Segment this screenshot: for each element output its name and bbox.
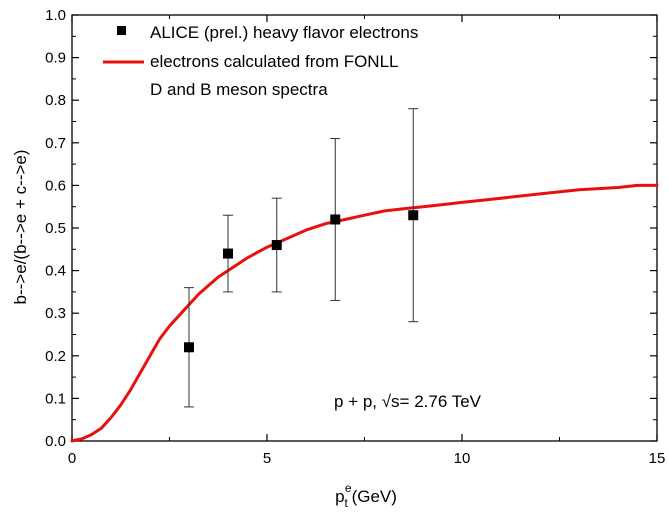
x-axis-label-sup: e [345, 481, 352, 495]
y-axis-label: b-->e/(b-->e + c-->e) [11, 150, 30, 305]
y-tick-label: 0.4 [45, 263, 66, 280]
y-tick-label: 0.9 [45, 50, 66, 67]
x-tick-label: 15 [649, 450, 666, 467]
data-point [271, 240, 282, 251]
energy-annotation: p + p, √s= 2.76 TeV [334, 392, 482, 411]
legend-label-alice: ALICE (prel.) heavy flavor electrons [150, 23, 418, 42]
data-point [184, 342, 194, 353]
fonll-curve [70, 183, 659, 443]
x-tick-label: 0 [68, 450, 76, 467]
y-tick-label: 0.5 [45, 220, 66, 237]
data-point [330, 214, 341, 225]
y-tick-label: 0.3 [45, 305, 66, 322]
legend-marker-square [117, 26, 126, 35]
y-tick-label: 0.2 [45, 348, 66, 365]
x-tick-label: 10 [454, 450, 471, 467]
y-tick-label: 1.0 [45, 7, 66, 24]
y-tick-label: 0.0 [45, 433, 66, 450]
data-points-layer [184, 108, 419, 408]
legend-label-fonll: electrons calculated from FONLL [150, 52, 399, 71]
x-axis-label: pte(GeV) [335, 481, 397, 510]
plot-frame [71, 14, 658, 442]
fonll-curve-layer [70, 183, 659, 443]
legend: ALICE (prel.) heavy flavor electrons ele… [103, 23, 418, 99]
x-axis-label-unit: (GeV) [352, 487, 397, 506]
y-tick-label: 0.1 [45, 390, 66, 407]
axis-ticks: 0.0 0.1 0.2 0.3 0.4 0.5 0.6 0.7 0.8 0.9 1.0 0 5 10 15 [45, 7, 665, 467]
x-axis-label-sub: t [345, 496, 349, 510]
x-tick-label: 5 [263, 450, 271, 467]
data-point [408, 210, 419, 221]
x-axis-label-base: p [335, 487, 344, 506]
legend-label-fonll-line2: D and B meson spectra [150, 80, 328, 99]
y-tick-label: 0.8 [45, 92, 66, 109]
y-tick-label: 0.7 [45, 135, 66, 152]
y-tick-label: 0.6 [45, 177, 66, 194]
data-point [223, 248, 233, 259]
